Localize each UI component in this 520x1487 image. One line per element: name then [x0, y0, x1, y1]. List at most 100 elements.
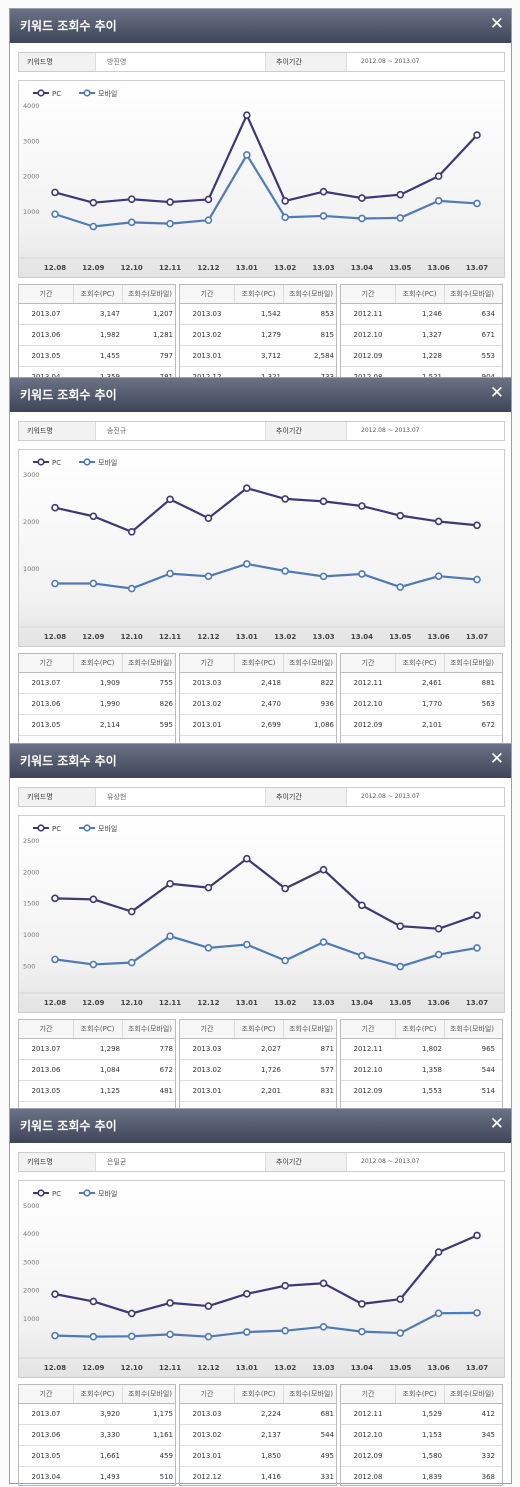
legend-pc-label: PC: [52, 825, 61, 833]
keyword-info-bar: 키워드명 송진규 추이기간 2012.08 ~ 2013.07: [18, 421, 505, 441]
cell-pc-views: 1,493: [99, 1473, 120, 1481]
mobile-series-line: [54, 935, 478, 968]
col-header-period: 기간: [341, 1385, 396, 1403]
cell-period: 2012.12: [192, 1473, 222, 1481]
x-tick-label: 13.03: [312, 264, 334, 272]
table-row: 2013.05 1,455 797: [19, 346, 175, 367]
close-icon[interactable]: ✕: [489, 749, 504, 769]
mobile-data-point: [473, 1309, 481, 1317]
mobile-data-point: [127, 584, 136, 593]
pc-data-point: [166, 495, 174, 504]
y-tick-label: 1500: [23, 900, 40, 908]
keyword-label: 키워드명: [19, 1153, 96, 1171]
table-row: 2013.03 2,027 871: [180, 1039, 336, 1060]
pc-data-point: [243, 111, 251, 119]
cell-pc-views: 2,699: [260, 721, 281, 729]
trend-table-group: 기간 조회수(PC) 조회수(모바일) 2013.07 1,909 755 2013.06 1…: [18, 653, 503, 755]
trend-table: 기간 조회수(PC) 조회수(모바일) 2012.11 2,461 881 2012.10 1…: [340, 653, 503, 755]
table-row: 2013.06 3,330 1,161: [19, 1425, 175, 1446]
col-header-mobile: 조회수(모바일): [288, 659, 334, 667]
cell-period: 2013.01: [192, 1087, 222, 1095]
x-tick-label: 13.06: [428, 999, 450, 1007]
x-tick-label: 13.06: [428, 264, 450, 272]
cell-period: 2012.09: [353, 1452, 383, 1460]
pc-data-point: [127, 528, 136, 536]
mobile-data-point: [473, 944, 481, 952]
col-header-period: 기간: [180, 654, 235, 672]
col-header-pc: 조회수(PC): [73, 1385, 123, 1403]
mobile-data-point: [166, 569, 174, 578]
x-tick-label: 13.06: [428, 633, 450, 641]
pc-data-point: [281, 495, 289, 503]
cell-pc-views: 2,470: [260, 700, 281, 708]
keyword-value: 은밀균: [107, 1158, 127, 1166]
mobile-data-point: [281, 956, 289, 965]
table-row: 2013.05 1,661 459: [19, 1446, 175, 1467]
table-header-row: 기간 조회수(PC) 조회수(모바일): [180, 285, 336, 304]
x-tick-label: 12.08: [44, 633, 66, 641]
mobile-data-point: [51, 1331, 59, 1340]
cell-period: 2012.10: [353, 331, 383, 339]
close-icon[interactable]: ✕: [489, 14, 504, 34]
trend-table-group: 기간 조회수(PC) 조회수(모바일) 2013.07 3,920 1,175 2013.0…: [18, 1384, 503, 1486]
pc-data-point: [473, 911, 481, 920]
col-header-pc: 조회수(PC): [73, 1020, 123, 1038]
pc-data-point: [127, 195, 136, 204]
period-value: 2012.08 ~ 2013.07: [361, 1158, 420, 1165]
table-header-row: 기간 조회수(PC) 조회수(모바일): [180, 654, 336, 673]
pc-data-point: [434, 172, 443, 180]
mobile-data-point: [127, 1332, 136, 1341]
cell-pc-views: 3,920: [99, 1410, 120, 1418]
cell-pc-views: 1,802: [421, 1045, 442, 1053]
chart-legend: PC 모바일: [33, 1189, 117, 1198]
mobile-data-point: [166, 1330, 174, 1339]
close-icon[interactable]: ✕: [489, 1114, 504, 1134]
period-label: 추이기간: [265, 422, 347, 440]
cell-mobile-views: 1,086: [313, 721, 334, 729]
mobile-data-point: [473, 199, 481, 208]
pc-data-point: [319, 865, 328, 874]
x-tick-label: 13.04: [351, 633, 373, 641]
mobile-data-point: [204, 944, 213, 952]
cell-period: 2013.07: [31, 679, 61, 687]
close-icon[interactable]: ✕: [489, 383, 504, 403]
table-row: 2013.02 2,137 544: [180, 1425, 336, 1446]
cell-pc-views: 1,228: [421, 352, 442, 360]
table-row: 2012.09 1,228 553: [341, 346, 502, 367]
period-label: 추이기간: [265, 53, 347, 71]
cell-mobile-views: 510: [159, 1473, 173, 1481]
table-row: 2013.05 2,114 595: [19, 715, 175, 736]
pc-data-point: [473, 1231, 481, 1240]
legend-pc-marker: [37, 1189, 45, 1197]
cell-pc-views: 1,850: [260, 1452, 281, 1460]
col-header-pc: 조회수(PC): [234, 285, 284, 303]
panel-title: 키워드 조회수 추이: [20, 19, 117, 33]
trend-chart: PC 모바일 1000 2000 3000 4000 12.08 12.09 12.10 12.1…: [18, 80, 505, 278]
x-tick-label: 13.07: [466, 999, 488, 1007]
pc-data-point: [166, 198, 174, 206]
col-header-period: 기간: [341, 654, 396, 672]
trend-table-group: 기간 조회수(PC) 조회수(모바일) 2013.07 1,298 778 2013.06 1…: [18, 1019, 503, 1121]
cell-period: 2012.11: [353, 679, 383, 687]
col-header-mobile: 조회수(모바일): [127, 1025, 173, 1033]
x-tick-label: 13.02: [274, 264, 296, 272]
cell-mobile-views: 881: [481, 679, 495, 687]
cell-period: 2013.06: [31, 1066, 61, 1074]
cell-mobile-views: 871: [320, 1045, 334, 1053]
x-tick-label: 13.05: [389, 999, 411, 1007]
cell-period: 2013.02: [192, 1431, 222, 1439]
trend-chart: PC 모바일 1000 2000 3000 4000 5000 12.08 12.09 12.10…: [18, 1180, 505, 1378]
y-tick-label: 500: [23, 962, 35, 970]
table-row: 2012.10 1,327 671: [341, 325, 502, 346]
cell-mobile-views: 495: [320, 1452, 334, 1460]
x-tick-label: 12.10: [121, 1364, 143, 1372]
pc-data-point: [281, 1281, 289, 1290]
table-row: 2013.06 1,982 1,281: [19, 325, 175, 346]
cell-period: 2013.01: [192, 721, 222, 729]
cell-period: 2012.11: [353, 310, 383, 318]
y-tick-label: 1000: [23, 931, 40, 939]
y-tick-label: 2500: [23, 837, 40, 845]
x-tick-label: 12.09: [82, 999, 104, 1007]
x-tick-label: 13.03: [312, 633, 334, 641]
trend-chart-svg: PC 모바일 1000 2000 3000 4000 12.08 12.09 12.10 12.1…: [19, 89, 504, 272]
